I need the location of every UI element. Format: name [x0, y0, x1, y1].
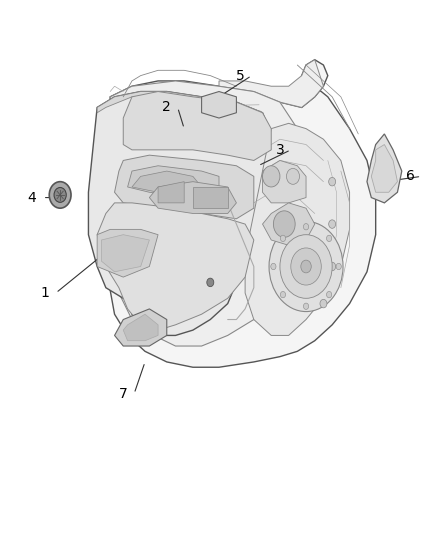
Polygon shape	[371, 144, 397, 192]
Circle shape	[207, 278, 214, 287]
Circle shape	[304, 223, 309, 230]
Polygon shape	[102, 235, 149, 272]
Polygon shape	[262, 203, 315, 245]
Circle shape	[280, 235, 332, 298]
Polygon shape	[115, 309, 167, 346]
Polygon shape	[115, 155, 254, 219]
Circle shape	[49, 182, 71, 208]
Polygon shape	[123, 314, 158, 341]
Polygon shape	[149, 182, 237, 214]
Polygon shape	[88, 92, 271, 335]
Polygon shape	[132, 171, 201, 192]
Circle shape	[286, 168, 300, 184]
Circle shape	[280, 292, 286, 298]
Circle shape	[328, 177, 336, 186]
Circle shape	[291, 248, 321, 285]
Polygon shape	[219, 60, 323, 108]
Text: 1: 1	[40, 286, 49, 300]
Circle shape	[304, 303, 309, 310]
Polygon shape	[245, 123, 350, 335]
Polygon shape	[262, 160, 306, 203]
Polygon shape	[97, 92, 262, 118]
Circle shape	[271, 263, 276, 270]
Text: 4: 4	[28, 191, 36, 205]
Polygon shape	[193, 187, 228, 208]
Circle shape	[262, 166, 280, 187]
Circle shape	[269, 221, 343, 312]
Polygon shape	[102, 60, 376, 367]
Text: 7: 7	[119, 387, 127, 401]
Circle shape	[54, 188, 66, 203]
Polygon shape	[97, 229, 158, 277]
Circle shape	[280, 235, 286, 241]
Circle shape	[336, 263, 341, 270]
Text: 6: 6	[406, 169, 415, 183]
Polygon shape	[158, 182, 184, 203]
Polygon shape	[123, 92, 271, 160]
Circle shape	[328, 262, 336, 271]
Text: 2: 2	[162, 100, 171, 115]
Circle shape	[328, 220, 336, 228]
Circle shape	[326, 235, 332, 241]
Circle shape	[326, 292, 332, 298]
Text: 3: 3	[276, 143, 284, 157]
Circle shape	[301, 260, 311, 273]
Polygon shape	[97, 203, 254, 330]
Circle shape	[273, 211, 295, 237]
Text: 5: 5	[237, 69, 245, 83]
Circle shape	[320, 300, 327, 308]
Polygon shape	[367, 134, 402, 203]
Polygon shape	[201, 92, 237, 118]
Polygon shape	[127, 166, 219, 198]
Polygon shape	[106, 81, 306, 346]
